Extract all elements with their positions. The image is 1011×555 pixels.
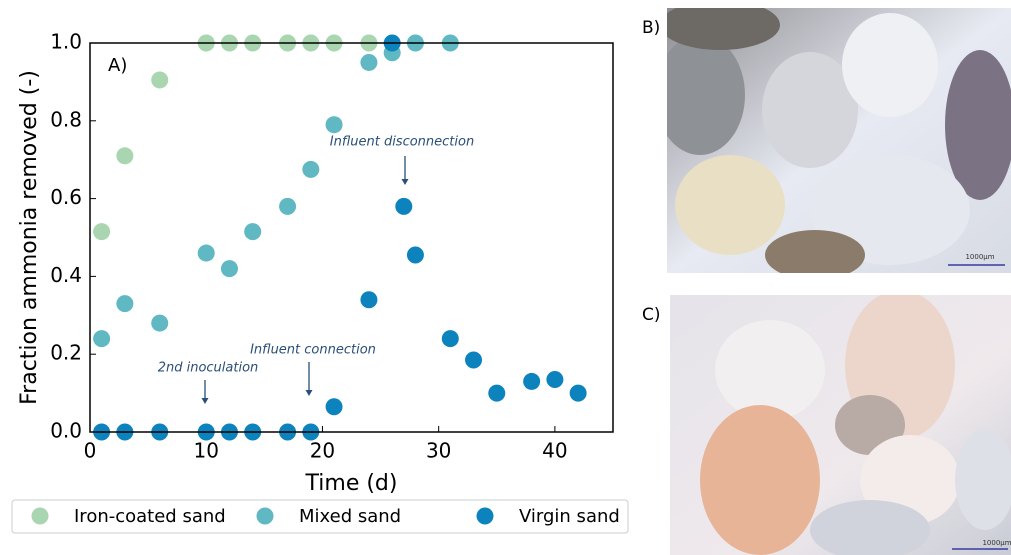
annotation: Influent connection	[250, 343, 376, 358]
point	[93, 223, 110, 240]
point	[360, 54, 377, 71]
x-tick-label: 20	[310, 439, 335, 463]
y-tick-label: 0.6	[50, 185, 82, 209]
point	[465, 352, 482, 369]
point	[93, 330, 110, 347]
point	[407, 247, 424, 264]
image-label: B)	[642, 18, 660, 38]
legend-marker	[257, 508, 274, 525]
y-tick-label: 0.0	[50, 419, 82, 443]
legend-marker	[477, 508, 494, 525]
scale-label: 1000µm	[965, 253, 994, 261]
x-tick-label: 40	[542, 439, 567, 463]
x-axis-label: Time (d)	[305, 471, 398, 496]
y-tick-label: 1.0	[50, 30, 82, 54]
point	[546, 371, 563, 388]
point	[198, 245, 215, 262]
annotation-arrowhead	[202, 398, 209, 404]
point	[570, 385, 587, 402]
point	[279, 198, 296, 215]
point	[395, 198, 412, 215]
x-tick-label: 0	[84, 439, 97, 463]
point	[302, 161, 319, 178]
annotation: 2nd inoculation	[158, 361, 259, 376]
photo-b	[655, 0, 1011, 280]
legend-label: Iron-coated sand	[74, 506, 226, 527]
point	[488, 385, 505, 402]
legend-label: Mixed sand	[299, 506, 401, 527]
point	[442, 330, 459, 347]
annotation-arrowhead	[306, 390, 313, 396]
legend-label: Virgin sand	[519, 506, 620, 527]
x-tick-label: 10	[193, 439, 218, 463]
photo-c	[670, 290, 1011, 555]
figure: 0 10 20 30 40 0.0 0.2 0.4 0.6 0.8 1.0 Time (d) Fract…	[0, 0, 1011, 555]
y-axis-label: Fraction ammonia removed (-)	[17, 70, 42, 405]
point	[221, 260, 238, 277]
y-tick-label: 0.8	[50, 107, 82, 131]
point	[116, 295, 133, 312]
point	[116, 147, 133, 164]
legend-marker	[32, 508, 49, 525]
point	[523, 373, 540, 390]
annotation: Influent disconnection	[330, 135, 474, 150]
point	[326, 398, 343, 415]
image-label: C)	[642, 305, 661, 325]
annotation-arrowhead	[402, 179, 409, 185]
point	[151, 71, 168, 88]
point	[360, 291, 377, 308]
x-tick-label: 30	[426, 439, 451, 463]
point	[326, 116, 343, 133]
point	[244, 223, 261, 240]
point	[151, 315, 168, 332]
y-tick-label: 0.4	[50, 263, 82, 287]
y-tick-label: 0.2	[50, 341, 82, 365]
scale-label: 1000µm	[982, 539, 1011, 547]
panel-label: A)	[108, 55, 127, 76]
